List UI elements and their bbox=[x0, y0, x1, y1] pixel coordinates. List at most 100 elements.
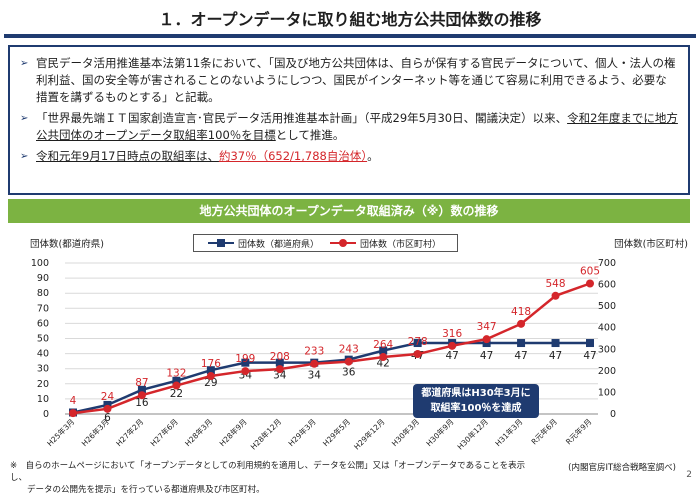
data-point-prefecture bbox=[379, 346, 388, 355]
title-rule bbox=[4, 34, 696, 38]
data-point-prefecture bbox=[586, 339, 594, 348]
data-label-prefecture: 47 bbox=[480, 350, 493, 362]
data-point-municipality bbox=[482, 335, 491, 344]
right-tick-label: 0 bbox=[610, 409, 616, 420]
left-tick-label: 40 bbox=[37, 349, 49, 360]
x-tick-label: H27年6月 bbox=[148, 416, 180, 448]
data-label-prefecture: 47 bbox=[549, 350, 562, 362]
x-tick-label: R元年9月 bbox=[563, 416, 593, 446]
data-label-municipality: 87 bbox=[135, 377, 148, 389]
x-tick-label: H29年5月 bbox=[320, 416, 352, 448]
left-tick-label: 50 bbox=[37, 334, 49, 345]
data-label-municipality: 316 bbox=[442, 328, 462, 340]
right-tick-label: 100 bbox=[598, 387, 616, 398]
data-label-municipality: 418 bbox=[511, 306, 531, 318]
data-point-prefecture bbox=[275, 358, 284, 367]
page-title: １．オープンデータに取り組む地方公共団体数の推移 bbox=[158, 10, 542, 29]
left-tick-label: 10 bbox=[37, 394, 49, 405]
data-point-prefecture bbox=[551, 339, 560, 348]
data-label-municipality: 176 bbox=[201, 358, 221, 370]
data-point-municipality bbox=[379, 353, 388, 362]
footnote-line-1: ※ 自らのホームページにおいて「オープンデータとしての利用規約を適用し、データを… bbox=[10, 461, 526, 483]
line-chart: 0 10 20 30 40 50 60 70 80 90 100 0 100 200 300 400 500 60… bbox=[31, 258, 616, 452]
data-label-municipality: 199 bbox=[235, 353, 255, 365]
data-point-municipality bbox=[69, 409, 77, 418]
summary-box: ➢ 官民データ活用推進基本法第11条において、「国及び地方公共団体は、自らが保有す… bbox=[8, 45, 690, 195]
data-point-municipality bbox=[137, 391, 146, 400]
series-line-municipality bbox=[72, 282, 591, 415]
legend-circle-marker bbox=[339, 239, 347, 247]
arrow-bullet-icon: ➢ bbox=[20, 151, 29, 162]
data-label-prefecture: 22 bbox=[170, 388, 183, 400]
data-label-prefecture: 16 bbox=[135, 397, 149, 409]
x-tick-label: H29年12月 bbox=[351, 416, 386, 451]
data-point-municipality bbox=[517, 319, 526, 328]
right-axis-title: 団体数(市区町村) bbox=[614, 239, 688, 250]
data-label-municipality: 347 bbox=[477, 321, 497, 333]
data-label-municipality: 233 bbox=[304, 346, 324, 358]
data-label-municipality: 548 bbox=[546, 278, 566, 290]
right-tick-label: 500 bbox=[598, 301, 616, 312]
left-tick-label: 30 bbox=[37, 364, 49, 375]
data-point-municipality bbox=[241, 367, 250, 376]
data-label-municipality: 264 bbox=[373, 339, 393, 351]
callout-line-1: 都道府県はH30年3月に bbox=[421, 388, 531, 399]
series-line-prefecture bbox=[72, 341, 590, 414]
data-label-municipality: 208 bbox=[270, 351, 290, 363]
chart-banner: 地方公共団体のオープンデータ取組済み（※）数の推移 bbox=[8, 199, 690, 223]
data-label-municipality: 605 bbox=[580, 265, 600, 277]
footnote: ※ 自らのホームページにおいて「オープンデータとしての利用規約を適用し、データを… bbox=[10, 460, 540, 496]
data-label-prefecture: 47 bbox=[583, 350, 596, 362]
arrow-bullet-icon: ➢ bbox=[20, 58, 29, 69]
data-label-municipality: 132 bbox=[166, 368, 186, 380]
bullet-segment: 令和元年9月17日時点の取組率は、 bbox=[36, 149, 219, 163]
data-label-prefecture: 34 bbox=[308, 370, 322, 382]
data-label-prefecture: 34 bbox=[273, 370, 287, 382]
x-tick-label: H28年9月 bbox=[217, 416, 249, 448]
left-tick-label: 100 bbox=[31, 258, 49, 269]
data-point-prefecture bbox=[172, 376, 181, 385]
x-tick-label: H30年12月 bbox=[455, 416, 490, 451]
x-tick-label: H30年3月 bbox=[389, 416, 421, 448]
data-point-prefecture bbox=[241, 358, 250, 367]
source-note: (内閣官房IT総合戦略室調べ) bbox=[568, 463, 676, 473]
data-point-municipality bbox=[586, 279, 594, 288]
left-tick-label: 60 bbox=[37, 318, 49, 329]
x-tick-label: H31年3月 bbox=[493, 416, 525, 448]
x-tick-label: R元年6月 bbox=[529, 416, 559, 446]
data-point-municipality bbox=[551, 291, 560, 300]
data-label-municipality: 243 bbox=[339, 344, 359, 356]
right-tick-label: 700 bbox=[598, 258, 616, 269]
legend-markers: 団体数（都道府県） 団体数（市区町村） bbox=[208, 238, 441, 250]
data-point-municipality bbox=[344, 357, 353, 366]
data-point-municipality bbox=[448, 341, 457, 350]
data-label-prefecture: 42 bbox=[377, 358, 390, 370]
left-axis-title: 団体数(都道府県) bbox=[30, 239, 104, 250]
bullet-segment: 約37％（652/1,788自治体） bbox=[218, 149, 368, 163]
x-tick-label: H30年9月 bbox=[424, 416, 456, 448]
data-label-municipality: 24 bbox=[101, 391, 115, 403]
data-point-municipality bbox=[206, 372, 215, 381]
footnote-line-2: データの公開先を提示」を行っている都道府県及び市区町村。 bbox=[10, 485, 265, 495]
data-label-prefecture: 29 bbox=[204, 377, 217, 389]
arrow-bullet-icon: ➢ bbox=[20, 113, 29, 124]
x-tick-label: H28年12月 bbox=[248, 416, 283, 451]
data-point-municipality bbox=[172, 381, 181, 390]
right-tick-label: 400 bbox=[598, 323, 616, 334]
callout-box: 都道府県はH30年3月に 取組率100％を達成 bbox=[413, 384, 539, 418]
left-tick-label: 90 bbox=[37, 273, 49, 284]
data-point-prefecture bbox=[413, 339, 422, 348]
bullet-item-3: ➢ 令和元年9月17日時点の取組率は、約37％（652/1,788自治体）。 bbox=[20, 148, 678, 165]
x-tick-label: H27年2月 bbox=[114, 416, 146, 448]
left-tick-label: 80 bbox=[37, 288, 49, 299]
data-label-prefecture: 6 bbox=[104, 412, 111, 424]
legend-label-prefecture: 団体数（都道府県） bbox=[238, 238, 319, 250]
left-tick-label: 20 bbox=[37, 379, 49, 390]
bullet-text: 官民データ活用推進基本法第11条において、「国及び地方公共団体は、自らが保有する… bbox=[36, 56, 676, 104]
data-label-prefecture: 36 bbox=[342, 367, 356, 379]
bullet-segment: 令和2年度までに地方公共団体のオープンデータ取組率100％を目標 bbox=[36, 111, 678, 142]
bullet-segment: 。 bbox=[367, 149, 379, 163]
data-point-municipality bbox=[413, 350, 422, 359]
legend-square-marker bbox=[217, 239, 225, 247]
bullet-segment: 官民データ活用推進基本法第11条において、「国及び地方公共団体は、自らが保有する… bbox=[36, 56, 676, 104]
